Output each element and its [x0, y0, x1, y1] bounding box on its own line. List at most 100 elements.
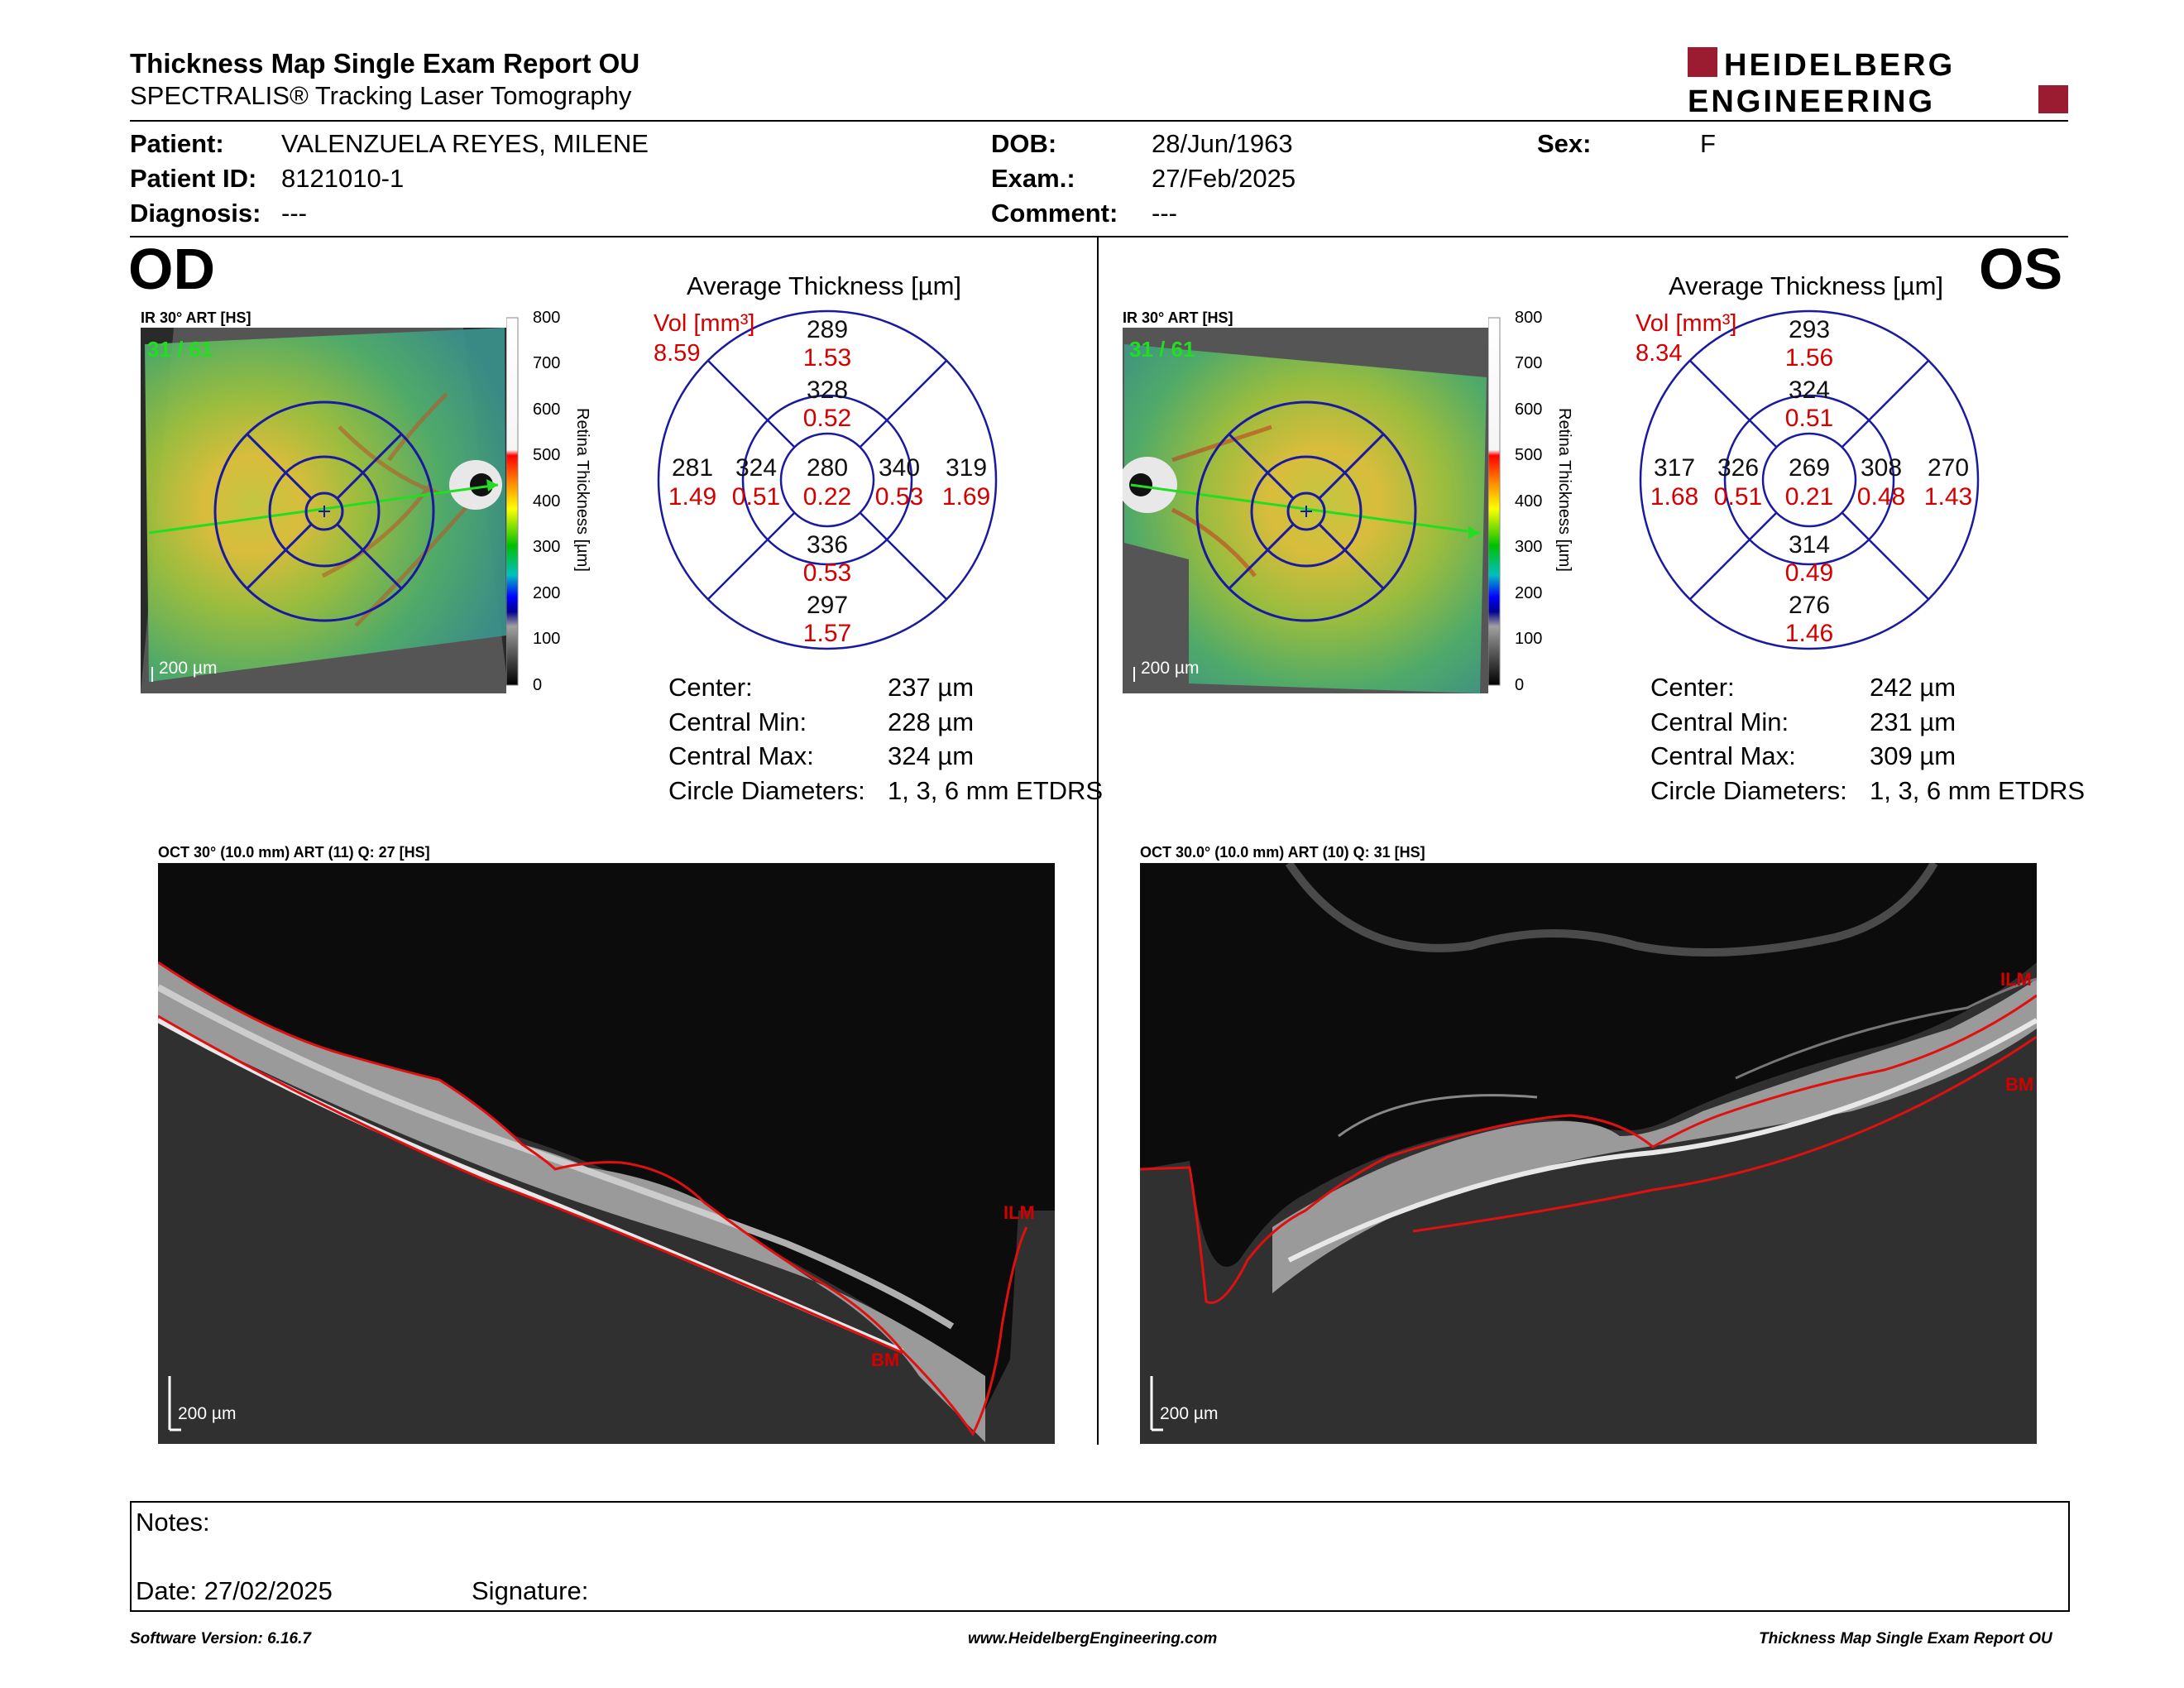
os-inner-temporal-thickness: 308 [1861, 454, 1902, 482]
od-inner-superior-volume: 0.52 [803, 405, 851, 432]
od-inner-inferior-volume: 0.53 [803, 559, 851, 587]
os-inner-nasal-thickness: 326 [1717, 454, 1759, 482]
od-inner-inferior-thickness: 336 [807, 531, 848, 559]
od-oct-bscan: ILM BM 200 µm [158, 863, 1055, 1444]
od-circle-diam-value: 1, 3, 6 mm ETDRS [888, 775, 1104, 805]
od-center-label: Center: [668, 673, 753, 702]
software-version: Software Version: 6.16.7 [130, 1630, 311, 1647]
os-inner-nasal-volume: 0.51 [1714, 483, 1762, 511]
od-outer-superior-thickness: 289 [807, 316, 848, 343]
os-etdrs-grid: 293 1.56 324 0.51 269 0.21 314 0.49 276 … [1639, 309, 1980, 650]
od-outer-nasal-thickness: 319 [946, 454, 987, 482]
os-central-min-label: Central Min: [1650, 707, 1789, 736]
os-grid-title: Average Thickness [µm] [1669, 271, 1944, 300]
os-inner-superior-thickness: 324 [1789, 376, 1830, 404]
od-central-max-label: Central Max: [668, 741, 814, 770]
os-colorbar [1488, 317, 1501, 686]
sex-value: F [1700, 129, 1716, 158]
od-bm-label: BM [871, 1350, 899, 1370]
os-outer-inferior-thickness: 276 [1789, 592, 1830, 619]
od-vol-total: 8.59 [654, 340, 701, 367]
od-frame-counter: 31 / 61 [147, 337, 213, 362]
od-vol-label: Vol [mm³] [654, 310, 755, 337]
report-subtitle: SPECTRALIS® Tracking Laser Tomography [130, 81, 632, 110]
signature-label: Signature: [472, 1576, 589, 1605]
od-inner-temporal-thickness: 324 [735, 454, 777, 482]
os-central-min-value: 231 µm [1870, 707, 1956, 736]
header-divider [130, 120, 2068, 122]
patient-name-label: Patient: [130, 129, 224, 158]
od-oct-label: OCT 30° (10.0 mm) ART (11) Q: 27 [HS] [158, 844, 430, 861]
od-outer-temporal-thickness: 281 [672, 454, 713, 482]
os-oct-label: OCT 30.0° (10.0 mm) ART (10) Q: 31 [HS] [1140, 844, 1425, 861]
os-ilm-label: ILM [2000, 969, 2032, 990]
sex-label: Sex: [1537, 129, 1592, 158]
dob-label: DOB: [991, 129, 1057, 158]
od-central-min-label: Central Min: [668, 707, 807, 736]
os-fundus-label: IR 30° ART [HS] [1123, 309, 1233, 326]
od-inner-nasal-volume: 0.53 [875, 483, 923, 511]
od-fundus-scale: 200 µm [159, 659, 217, 678]
patient-divider [130, 236, 2068, 237]
os-oct-scale: 200 µm [1160, 1404, 1218, 1423]
od-oct-scale: 200 µm [178, 1404, 236, 1423]
od-etdrs-grid: 289 1.53 328 0.52 280 0.22 336 0.53 297 … [657, 309, 998, 650]
os-outer-inferior-volume: 1.46 [1785, 620, 1833, 647]
od-central-min-value: 228 µm [888, 707, 975, 736]
heidelberg-logo: HEIDELBERG ENGINEERING [1688, 47, 2068, 118]
od-inner-superior-thickness: 328 [807, 376, 848, 404]
os-thickness-map: 31 / 61 200 µm [1123, 328, 1488, 693]
od-center-thickness: 280 [807, 454, 848, 482]
dob-value: 28/Jun/1963 [1152, 129, 1293, 158]
os-inner-inferior-volume: 0.49 [1785, 559, 1833, 587]
os-inner-superior-volume: 0.51 [1785, 405, 1833, 432]
os-fundus-scale: 200 µm [1141, 659, 1199, 678]
od-colorbar [506, 317, 519, 686]
report-title: Thickness Map Single Exam Report OU [130, 48, 640, 79]
exam-label: Exam.: [991, 164, 1075, 193]
website-link[interactable]: www.HeidelbergEngineering.com [968, 1630, 1218, 1647]
os-vol-label: Vol [mm³] [1636, 310, 1737, 337]
os-outer-temporal-thickness: 270 [1928, 454, 1969, 482]
os-bm-label: BM [2005, 1074, 2033, 1095]
os-frame-counter: 31 / 61 [1129, 337, 1195, 362]
diagnosis-value: --- [281, 199, 307, 228]
os-inner-temporal-volume: 0.48 [1857, 483, 1905, 511]
os-central-max-label: Central Max: [1650, 741, 1796, 770]
os-outer-superior-thickness: 293 [1789, 316, 1830, 343]
footer-report-name: Thickness Map Single Exam Report OU [1759, 1630, 2052, 1647]
od-inner-nasal-thickness: 340 [879, 454, 920, 482]
od-center-volume: 0.22 [803, 483, 851, 511]
os-center-label: Center: [1650, 673, 1735, 702]
os-outer-temporal-volume: 1.43 [1924, 483, 1972, 511]
notes-label: Notes: [136, 1508, 210, 1537]
eye-separator [1097, 237, 1099, 1445]
od-ilm-label: ILM [1003, 1202, 1035, 1223]
os-vol-total: 8.34 [1636, 340, 1683, 367]
patient-name: VALENZUELA REYES, MILENE [281, 129, 649, 158]
od-outer-superior-volume: 1.53 [803, 344, 851, 372]
od-outer-nasal-volume: 1.69 [942, 483, 990, 511]
os-center-value: 242 µm [1870, 673, 1956, 702]
date-label: Date: 27/02/2025 [136, 1576, 333, 1605]
svg-text:ENGINEERING: ENGINEERING [1688, 84, 1935, 118]
od-center-value: 237 µm [888, 673, 975, 702]
od-thickness-map: 31 / 61 200 µm [141, 328, 506, 693]
os-central-max-value: 309 µm [1870, 741, 1956, 770]
os-eye-label: OS [1979, 237, 2063, 301]
os-colorbar-axis-label: Retina Thickness [µm] [1555, 408, 1573, 572]
od-outer-inferior-thickness: 297 [807, 592, 848, 619]
patient-id-label: Patient ID: [130, 164, 257, 193]
os-inner-inferior-thickness: 314 [1789, 531, 1830, 559]
od-colorbar-axis-label: Retina Thickness [µm] [573, 408, 592, 572]
os-center-volume: 0.21 [1785, 483, 1833, 511]
os-center-thickness: 269 [1789, 454, 1830, 482]
od-grid-title: Average Thickness [µm] [687, 271, 962, 300]
notes-box[interactable] [130, 1501, 2070, 1612]
os-circle-diam-value: 1, 3, 6 mm ETDRS [1870, 775, 2086, 805]
od-eye-label: OD [128, 237, 215, 301]
od-inner-temporal-volume: 0.51 [732, 483, 780, 511]
os-outer-nasal-volume: 1.68 [1650, 483, 1698, 511]
comment-value: --- [1152, 199, 1177, 228]
od-fundus-label: IR 30° ART [HS] [141, 309, 251, 326]
